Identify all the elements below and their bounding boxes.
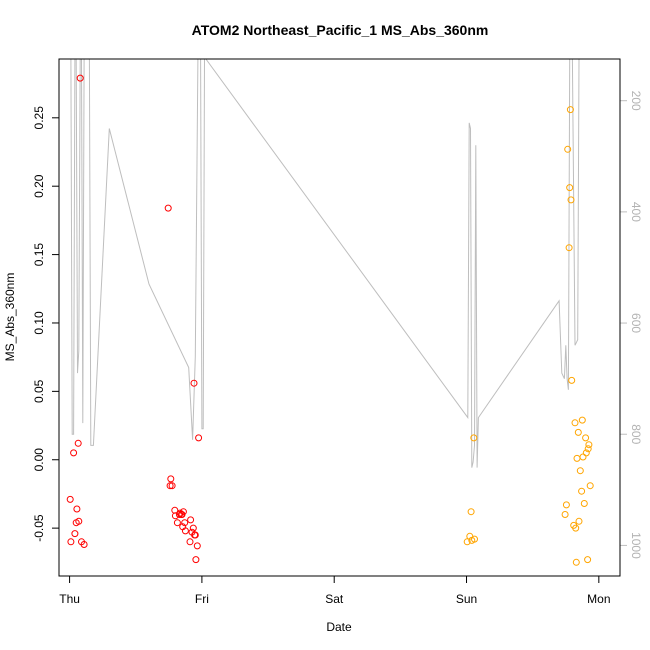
series-0-point [70, 449, 78, 457]
series-0-point [173, 519, 181, 527]
series-0-point [181, 527, 189, 535]
series-1-point [580, 500, 588, 507]
series-0-point [76, 74, 84, 82]
depth-trace-layer [70, 58, 599, 468]
series-0-point [74, 439, 82, 447]
series-1-point [566, 106, 574, 114]
series-0-point [73, 505, 81, 513]
y2-tick-label: 800 [629, 424, 643, 444]
series-1-point [585, 441, 593, 449]
series-1-point [463, 538, 471, 546]
series-0-point [186, 538, 194, 546]
x-tick-label: Sun [456, 592, 477, 606]
series-0-point [66, 495, 74, 503]
y-axis-label: MS_Abs_360nm [3, 273, 17, 362]
series-1-point [578, 416, 586, 424]
y-tick-label: 0.15 [32, 243, 46, 267]
series-1-point [566, 184, 574, 192]
series-1-point [572, 524, 580, 532]
y2-tick-label: 1000 [629, 532, 643, 559]
series-1-point [572, 558, 580, 566]
series-1-point [571, 419, 579, 427]
chart-title: ATOM2 Northeast_Pacific_1 MS_Abs_360nm [192, 22, 489, 38]
y2-tick-label: 200 [629, 91, 643, 111]
series-0-point [67, 538, 75, 546]
series-1-point [576, 467, 584, 475]
series-0-point [189, 524, 197, 532]
series-0-point [181, 519, 189, 527]
points-layer [66, 74, 594, 566]
series-1-point [582, 434, 590, 442]
series-1-point [562, 501, 570, 509]
x-tick-label: Mon [587, 592, 610, 606]
depth-trace-line [70, 58, 599, 468]
series-0-point [166, 482, 174, 490]
series-1-point [582, 449, 590, 457]
y2-tick-label: 400 [629, 202, 643, 222]
series-1-point [470, 434, 478, 442]
y2-tick-label: 600 [629, 313, 643, 333]
series-1-point [584, 556, 592, 564]
series-1-point [561, 511, 569, 518]
series-0-point [187, 516, 195, 524]
x-tick-label: Thu [59, 592, 80, 606]
x-tick-label: Fri [195, 592, 209, 606]
series-1-point [467, 508, 475, 516]
series-0-point [179, 508, 187, 516]
series-0-point [167, 475, 175, 483]
series-1-point [578, 487, 586, 495]
series-0-point [190, 379, 198, 387]
series-1-point [568, 376, 576, 384]
series-0-point [193, 542, 201, 550]
x-axis-label: Date [326, 620, 352, 634]
series-0-point [80, 541, 88, 548]
y-tick-label: 0.25 [32, 106, 46, 130]
x-tick-label: Sat [325, 592, 344, 606]
series-1-point [574, 428, 582, 436]
y-tick-label: 0.00 [32, 448, 46, 472]
series-0-point [164, 204, 172, 212]
series-1-point [567, 196, 575, 204]
y-tick-label: -0.05 [32, 514, 46, 542]
y-tick-label: 0.20 [32, 174, 46, 198]
series-0-point [168, 482, 176, 490]
series-0-point [191, 531, 199, 539]
series-0-point [176, 509, 184, 517]
series-0-point [71, 530, 79, 538]
series-1-point [565, 244, 573, 252]
series-0-point [195, 434, 203, 442]
series-1-point [575, 517, 583, 525]
y-tick-label: 0.05 [32, 379, 46, 403]
series-0-point [75, 517, 83, 525]
series-1-point [471, 535, 478, 543]
y-tick-label: 0.10 [32, 311, 46, 335]
series-0-point [192, 556, 200, 564]
series-1-point [564, 145, 572, 153]
plot-frame [58, 58, 621, 577]
series-1-point [584, 445, 592, 453]
series-1-point [586, 482, 594, 490]
